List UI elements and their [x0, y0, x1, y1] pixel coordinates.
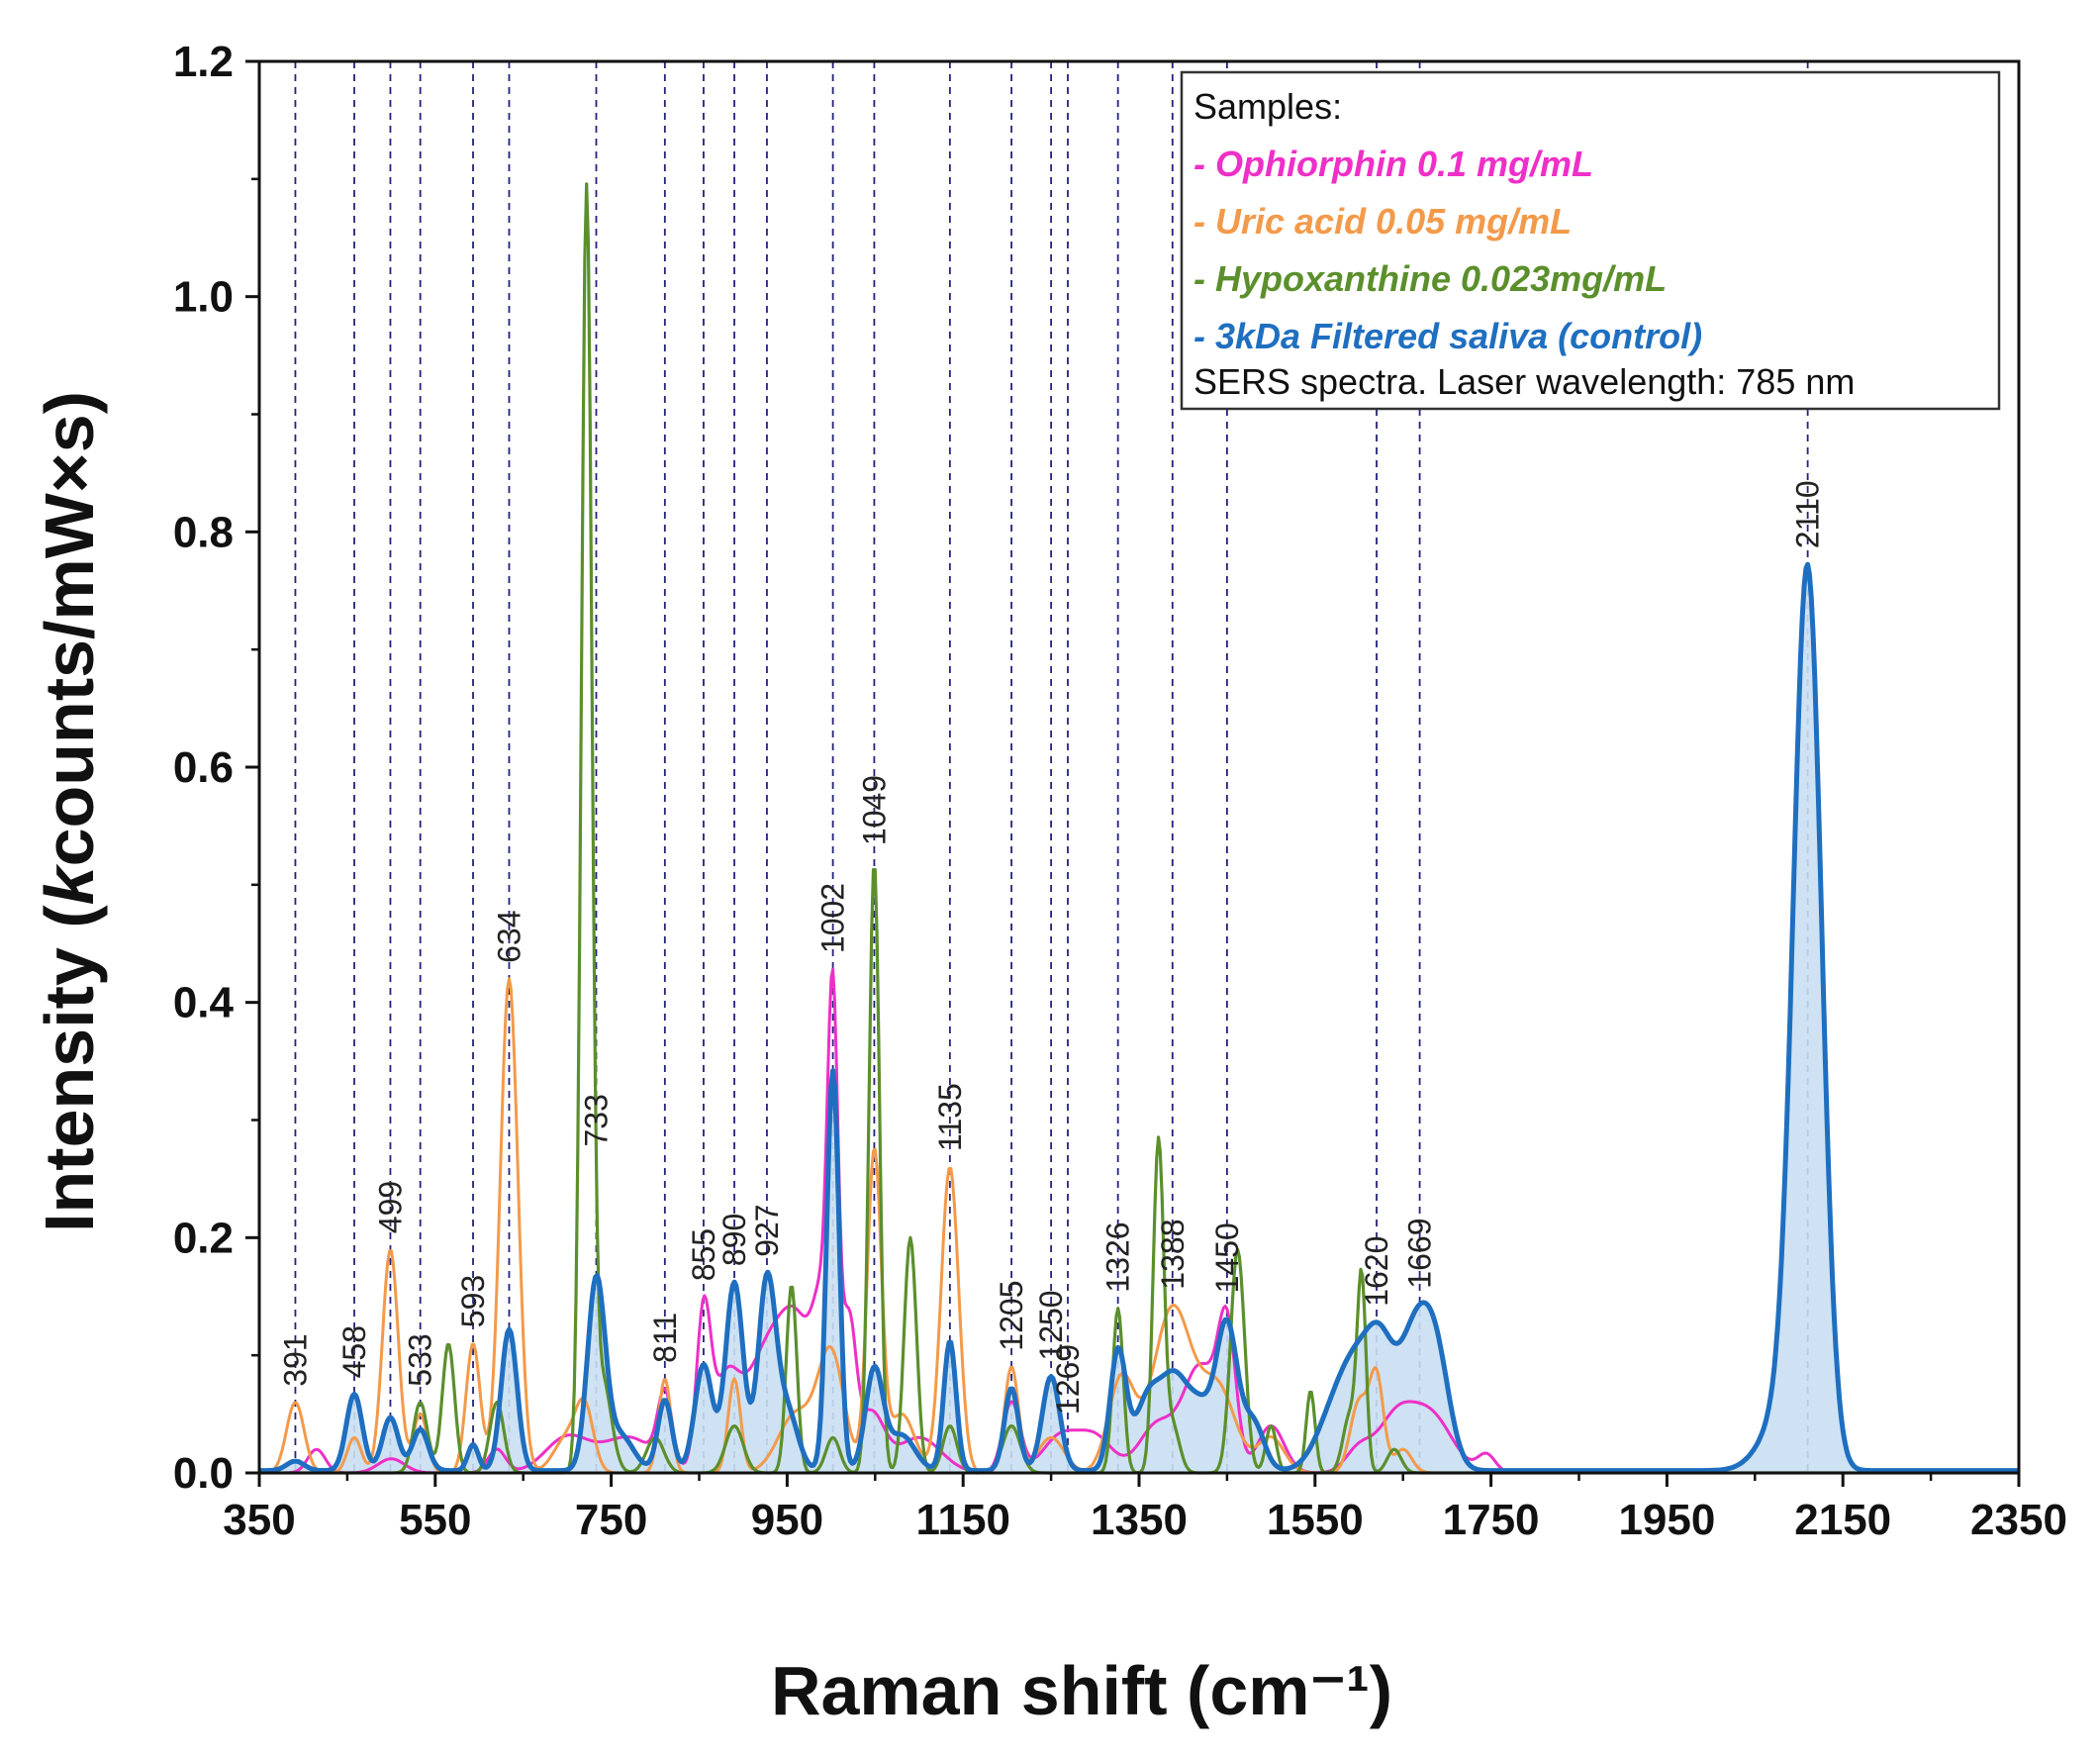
x-tick-label: 750	[575, 1496, 647, 1544]
x-tick-label: 1150	[915, 1496, 1009, 1544]
legend-box	[1180, 70, 2001, 411]
legend-footer: SERS spectra. Laser wavelength: 785 nm	[1193, 361, 1855, 402]
peak-label-811: 811	[647, 1313, 683, 1363]
legend-entry-saliva: - 3kDa Filtered saliva (control)	[1193, 316, 1702, 356]
legend-header: Samples:	[1193, 86, 1342, 127]
peak-label-1269: 1269	[1050, 1344, 1086, 1415]
peak-label-533: 533	[403, 1333, 438, 1386]
y-tick-label: 0.4	[173, 979, 235, 1027]
peak-label-1049: 1049	[856, 775, 892, 845]
legend-entry-hypoxanthine: - Hypoxanthine 0.023mg/mL	[1193, 258, 1667, 299]
peak-label-391: 391	[277, 1333, 313, 1386]
x-tick-label: 2350	[1970, 1496, 2067, 1544]
peak-label-1450: 1450	[1209, 1222, 1245, 1293]
x-axis-title: Raman shift (cm⁻¹)	[771, 1652, 1392, 1729]
peak-label-733: 733	[579, 1094, 615, 1146]
series-line-saliva	[258, 561, 2020, 1474]
series-line-uric	[259, 977, 2019, 1475]
legend-entry-uric-acid: - Uric acid 0.05 mg/mL	[1193, 201, 1572, 242]
peak-label-1002: 1002	[815, 883, 851, 953]
y-axis-title-part-3: counts/mW×s)	[31, 391, 108, 866]
peak-label-634: 634	[492, 911, 527, 963]
x-tick-label: 350	[223, 1496, 295, 1544]
y-tick-label: 1.2	[173, 38, 234, 86]
legend-entry-ophiorphin: - Ophiorphin 0.1 mg/mL	[1193, 144, 1593, 184]
y-tick-label: 0.2	[173, 1214, 234, 1262]
peak-label-855: 855	[686, 1228, 721, 1281]
x-tick-label: 2150	[1794, 1496, 1891, 1544]
y-axis-title-part-2: k	[31, 863, 108, 905]
peak-label-593: 593	[455, 1275, 491, 1327]
x-axis-ticks: 350 550 750 950 1150 1350 1550 1750 1950 2150 2350	[223, 1473, 2067, 1544]
x-tick-label: 1350	[1091, 1496, 1188, 1544]
y-axis-title-part-1: Intensity (	[31, 905, 108, 1232]
y-tick-label: 0.6	[173, 743, 234, 792]
legend: Samples: - Ophiorphin 0.1 mg/mL - Uric a…	[1180, 70, 2001, 411]
peak-label-2110: 2110	[1790, 480, 1826, 548]
peak-label-1135: 1135	[932, 1083, 968, 1151]
peak-label-1620: 1620	[1359, 1236, 1394, 1307]
y-axis-ticks: 0.0 0.2 0.4 0.6 0.8 1.0 1.2	[173, 38, 259, 1498]
peak-label-927: 927	[749, 1204, 785, 1256]
y-tick-label: 1.0	[173, 273, 234, 322]
peak-label-1669: 1669	[1402, 1219, 1438, 1289]
peak-label-890: 890	[716, 1214, 752, 1266]
y-axis-title: Intensity (kcounts/mW×s)	[31, 391, 108, 1232]
peak-label-1326: 1326	[1100, 1221, 1136, 1292]
y-tick-label: 0.0	[173, 1449, 234, 1498]
peak-label-1205: 1205	[994, 1281, 1029, 1351]
peak-label-1250: 1250	[1033, 1290, 1069, 1360]
y-tick-label: 0.8	[173, 508, 234, 556]
x-tick-label: 550	[399, 1496, 471, 1544]
x-tick-label: 1950	[1618, 1496, 1715, 1544]
x-tick-label: 1750	[1443, 1496, 1540, 1544]
peak-label-1388: 1388	[1155, 1220, 1191, 1290]
peak-label-458: 458	[336, 1325, 372, 1378]
peak-label-499: 499	[373, 1181, 409, 1233]
x-tick-label: 1550	[1267, 1496, 1364, 1544]
x-tick-label: 950	[751, 1496, 823, 1544]
